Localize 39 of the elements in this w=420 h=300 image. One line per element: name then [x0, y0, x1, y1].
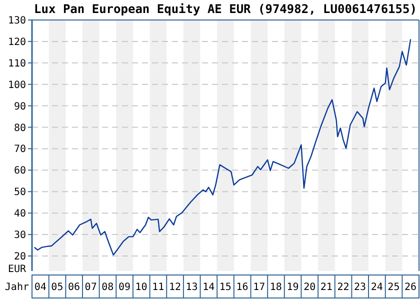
x-tick-label: 17 — [253, 282, 266, 293]
y-tick-label: 40 — [14, 208, 26, 220]
y-tick-label: 120 — [8, 36, 26, 48]
x-tick-label: 18 — [270, 282, 282, 293]
chart-title: Lux Pan European Equity AE EUR (974982, LU0061476155) — [34, 2, 417, 16]
y-axis-title: EUR — [8, 264, 27, 275]
x-tick-label: 26 — [404, 282, 417, 293]
x-tick-label: 13 — [186, 282, 198, 293]
x-tick-label: 15 — [219, 282, 232, 293]
x-tick-label: 20 — [304, 282, 316, 293]
y-tick-label: 100 — [8, 80, 26, 91]
x-tick-label: 09 — [118, 282, 131, 293]
x-tick-label: 10 — [135, 282, 148, 293]
x-tick-label: 11 — [152, 282, 164, 293]
x-tick-label: 22 — [337, 282, 350, 293]
x-tick-label: 05 — [51, 282, 64, 293]
line-series — [34, 39, 412, 256]
x-tick-label: 25 — [388, 282, 400, 293]
x-tick-label: 07 — [84, 282, 97, 293]
x-tick-label: 23 — [354, 282, 366, 293]
y-tick-label: 80 — [14, 122, 26, 134]
y-tick-label: 110 — [8, 58, 26, 70]
y-tick-label: 30 — [14, 230, 26, 242]
x-tick-label: 24 — [370, 282, 383, 293]
x-tick-label: 19 — [286, 282, 299, 293]
x-tick-label: 12 — [168, 282, 182, 293]
y-tick-label: 60 — [14, 166, 26, 177]
x-tick-label: 04 — [34, 282, 46, 293]
x-tick-label: 14 — [202, 282, 215, 293]
y-tick-label: 70 — [14, 144, 26, 156]
x-tick-label: 21 — [320, 282, 332, 293]
y-tick-label: 90 — [14, 101, 26, 112]
x-tick-label: 08 — [102, 282, 114, 293]
y-tick-label: 20 — [14, 251, 26, 262]
y-tick-label: 50 — [14, 187, 26, 198]
x-axis-title: Jahr — [4, 282, 29, 293]
y-tick-label: 130 — [8, 16, 26, 26]
x-tick-label: 16 — [236, 282, 248, 293]
x-tick-label: 06 — [68, 282, 80, 293]
